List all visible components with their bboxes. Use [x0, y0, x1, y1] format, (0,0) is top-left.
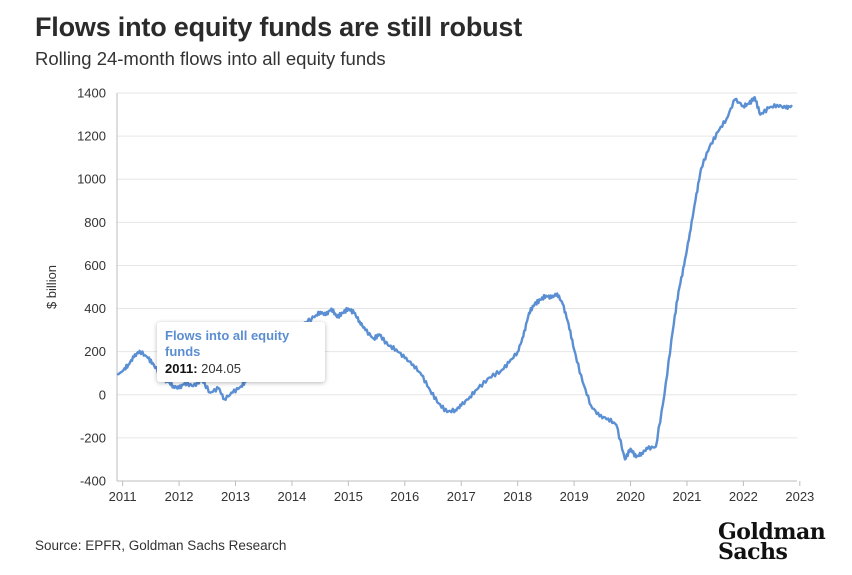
y-tick-label: 400: [84, 301, 106, 316]
x-tick-label: 2016: [390, 489, 419, 504]
logo-line-1: Goldman: [718, 519, 826, 545]
y-tick-label: 1400: [77, 86, 106, 101]
y-tick-label: 1200: [77, 129, 106, 144]
y-tick-label: 800: [84, 215, 106, 230]
y-tick-label: 600: [84, 258, 106, 273]
y-tick-label: -200: [80, 430, 106, 445]
series-line-0: [116, 96, 793, 461]
source-note: Source: EPFR, Goldman Sachs Research: [35, 538, 287, 553]
y-tick-label: 1000: [77, 172, 106, 187]
series: [116, 96, 793, 461]
gridlines: [117, 92, 797, 482]
x-tick-label: 2014: [277, 489, 306, 504]
tooltip-year: 2011:: [165, 361, 198, 376]
tooltip-value-row: 2011: 204.05: [165, 361, 317, 377]
tooltip-value: 204.05: [201, 361, 241, 376]
tooltip-series-name: Flows into all equity funds: [165, 328, 290, 359]
x-tick-label: 2020: [616, 489, 645, 504]
axes: -400 -200 0 200 400 600 800 1000 1200 1400 2011 201…: [77, 86, 814, 505]
x-tick-label: 2021: [672, 489, 701, 504]
x-tick-label: 2022: [729, 489, 758, 504]
x-tick-label: 2017: [447, 489, 476, 504]
chart-subtitle: Rolling 24-month flows into all equity f…: [35, 48, 386, 69]
y-tick-label: -400: [80, 474, 106, 489]
y-axis-label: $ billion: [44, 265, 59, 309]
x-tick-label: 2011: [109, 489, 137, 504]
x-tick-label: 2012: [165, 489, 194, 504]
tooltip: Flows into all equity funds 2011: 204.05: [157, 322, 325, 382]
x-tick-label: 2018: [503, 489, 532, 504]
goldman-sachs-logo: Goldman Sachs: [718, 519, 826, 565]
y-tick-label: 200: [84, 344, 106, 359]
x-tick-label: 2013: [221, 489, 250, 504]
y-tick-label: 0: [99, 387, 106, 402]
x-tick-label: 2023: [785, 489, 814, 504]
chart-title: Flows into equity funds are still robust: [35, 12, 523, 42]
x-tick-label: 2019: [560, 489, 589, 504]
logo-line-2: Sachs: [718, 539, 788, 565]
x-tick-label: 2015: [334, 489, 363, 504]
